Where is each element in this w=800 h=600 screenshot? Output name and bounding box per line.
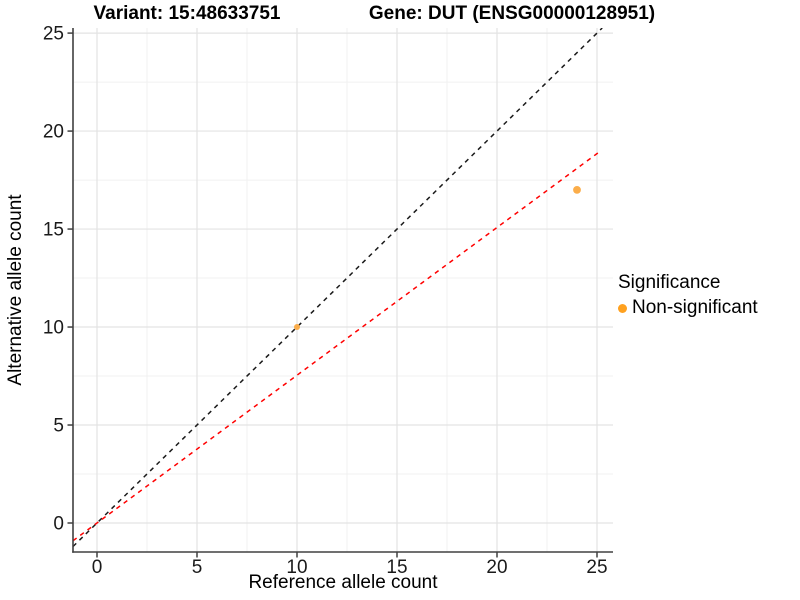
y-axis-title: Alternative allele count [5, 194, 26, 386]
grid-minor [73, 28, 613, 552]
x-tick-label: 15 [386, 557, 407, 578]
identity-line [73, 28, 603, 548]
data-point [573, 185, 581, 194]
axis-lines [72, 28, 613, 553]
y-tick-label: 5 [53, 416, 64, 437]
x-axis-title: Reference allele count [248, 572, 438, 593]
gene-title: Gene: DUT (ENSG00000128951) [368, 3, 656, 24]
legend: Significance Non-significant [618, 272, 758, 319]
y-axis-ticks: 0 5 10 15 20 25 [43, 24, 73, 534]
expected-ratio-line [73, 150, 602, 542]
x-tick-label: 0 [92, 557, 103, 578]
grid-major [73, 28, 613, 552]
data-point [294, 324, 300, 331]
variant-title: Variant: 15:48633751 [93, 3, 281, 24]
x-tick-label: 10 [286, 557, 307, 578]
x-axis-ticks: 0 5 10 15 20 25 [92, 552, 608, 578]
legend-item-label: Non-significant [632, 297, 758, 318]
data-layer [73, 28, 603, 548]
legend-title: Significance [618, 272, 721, 293]
x-tick-label: 5 [192, 557, 203, 578]
x-tick-label: 20 [486, 557, 507, 578]
legend-item-non-significant: Non-significant [618, 297, 758, 319]
y-tick-label: 20 [43, 122, 64, 143]
y-tick-label: 0 [53, 513, 64, 534]
x-tick-label: 25 [586, 557, 607, 578]
y-tick-label: 10 [43, 318, 64, 339]
legend-point-swatch [618, 303, 627, 313]
y-tick-label: 25 [43, 24, 64, 45]
y-tick-label: 15 [43, 220, 64, 241]
